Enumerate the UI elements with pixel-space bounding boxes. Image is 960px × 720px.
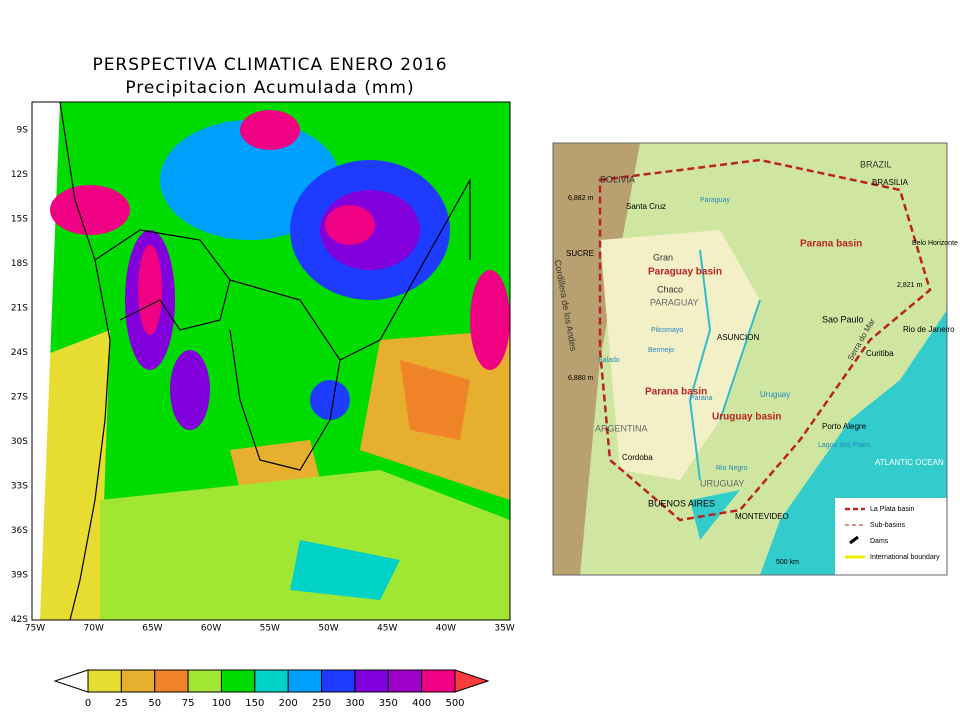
legend-label: International boundary [870,554,940,561]
place-label: Uruguay basin [712,412,781,423]
lat-label: 15S [11,215,28,225]
place-label: PARAGUAY [650,297,699,307]
place-label: SUCRE [566,249,594,258]
place-label: Belo Horizonte [912,240,958,247]
colorbar-box [254,669,289,693]
colorbar-under [53,669,89,693]
legend-label: La Plata basin [870,506,914,513]
colorbar-box [220,669,256,693]
colorbar-label: 75 [182,698,195,709]
place-label: Uruguay [760,390,790,399]
map-frame [31,101,511,621]
place-label: Parana basin [645,387,707,398]
lat-label: 27S [11,393,28,403]
place-label: Curitiba [866,349,894,358]
colorbar: 0 25 50 75 100 150 200 250 300 350 400 500 [53,669,490,709]
place-label: Pilcomayo [651,327,683,334]
basin-frame [552,142,948,576]
colorbar-label: 400 [412,698,431,709]
precip-field [32,102,510,620]
colorbar-over [454,669,490,693]
colorbar-label: 250 [312,698,331,709]
place-label: Paraguay basin [648,267,722,278]
place-label: 6,880 m [568,375,593,382]
place-label: Cordoba [622,453,653,462]
place-label: BOLIVIA [600,174,635,184]
place-label: ASUNCION [717,333,759,342]
lat-label: 30S [11,437,28,447]
place-label: Rio de Janeiro [903,325,955,334]
place-label: Parana [690,395,713,402]
place-label: Salado [598,357,620,364]
lon-label: 35W [494,624,514,634]
lon-label: 70W [84,624,104,634]
colorbar-box [354,669,389,693]
borders [59,102,471,620]
colorbar-label: 350 [379,698,398,709]
colorbar-label: 25 [115,698,128,709]
lat-label: 24S [11,348,28,358]
colorbar-label: 100 [212,698,231,709]
colorbar-box [154,669,189,693]
colorbar-label: 500 [445,698,464,709]
place-label: Sao Paulo [822,314,864,324]
place-label: ARGENTINA [595,423,648,433]
place-label: Rio Negro [716,465,748,472]
colorbar-box [321,669,356,693]
place-label: 6,882 m [568,195,593,202]
lon-label: 65W [142,624,162,634]
basin-map [553,143,947,575]
lat-label: 33S [11,482,28,492]
lon-label: 60W [201,624,221,634]
lat-label: 9S [17,126,29,136]
lon-label: 50W [318,624,338,634]
lat-label: 18S [11,259,28,269]
place-label: 500 km [776,559,799,566]
colorbar-label: 50 [148,698,161,709]
colorbar-box [187,669,222,693]
place-label: Gran [653,252,673,262]
place-label: Porto Alegre [822,422,867,431]
colorbar-box [421,669,456,693]
lat-label: 21S [11,304,28,314]
lat-labels: 9S 12S 15S 18S 21S 24S 27S 30S 33S 36S 39S 42S [11,126,28,626]
place-label: Bermejo [648,347,674,354]
place-label: Parana basin [800,239,862,250]
place-label: BRAZIL [860,159,892,169]
colorbar-box [387,669,423,693]
lon-labels: 75W 70W 65W 60W 55W 50W 45W 40W 35W [25,624,515,634]
place-label: URUGUAY [700,478,744,488]
lat-label: 42S [11,615,28,625]
lat-label: 39S [11,571,28,581]
colorbar-label: 300 [345,698,364,709]
colorbar-label: 150 [245,698,264,709]
lon-label: 75W [25,624,45,634]
colorbar-label: 0 [85,698,91,709]
map-title: PERSPECTIVA CLIMATICA ENERO 2016 [92,55,447,75]
legend-label: Dams [870,538,889,545]
place-label: Paraguay [700,197,730,204]
lon-label: 55W [260,624,280,634]
legend-label: Sub-basins [870,522,906,529]
colorbar-box [287,669,323,693]
place-label: BRASILIA [872,178,909,187]
lon-label: 45W [377,624,397,634]
place-label: MONTEVIDEO [735,512,789,521]
place-label: Lagoa dos Patos [818,442,871,449]
colorbar-box [120,669,156,693]
place-label: 2,821 m [897,282,922,289]
colorbar-label: 200 [279,698,298,709]
colorbar-box [87,669,122,693]
lon-label: 40W [436,624,456,634]
place-label: Chaco [657,284,683,294]
lat-label: 36S [11,526,28,536]
map-subtitle: Precipitacion Acumulada (mm) [125,78,414,98]
place-label: Santa Cruz [626,202,666,211]
place-label: BUENOS AIRES [648,498,715,508]
lat-label: 12S [11,170,28,180]
place-label: ATLANTIC OCEAN [875,458,944,467]
